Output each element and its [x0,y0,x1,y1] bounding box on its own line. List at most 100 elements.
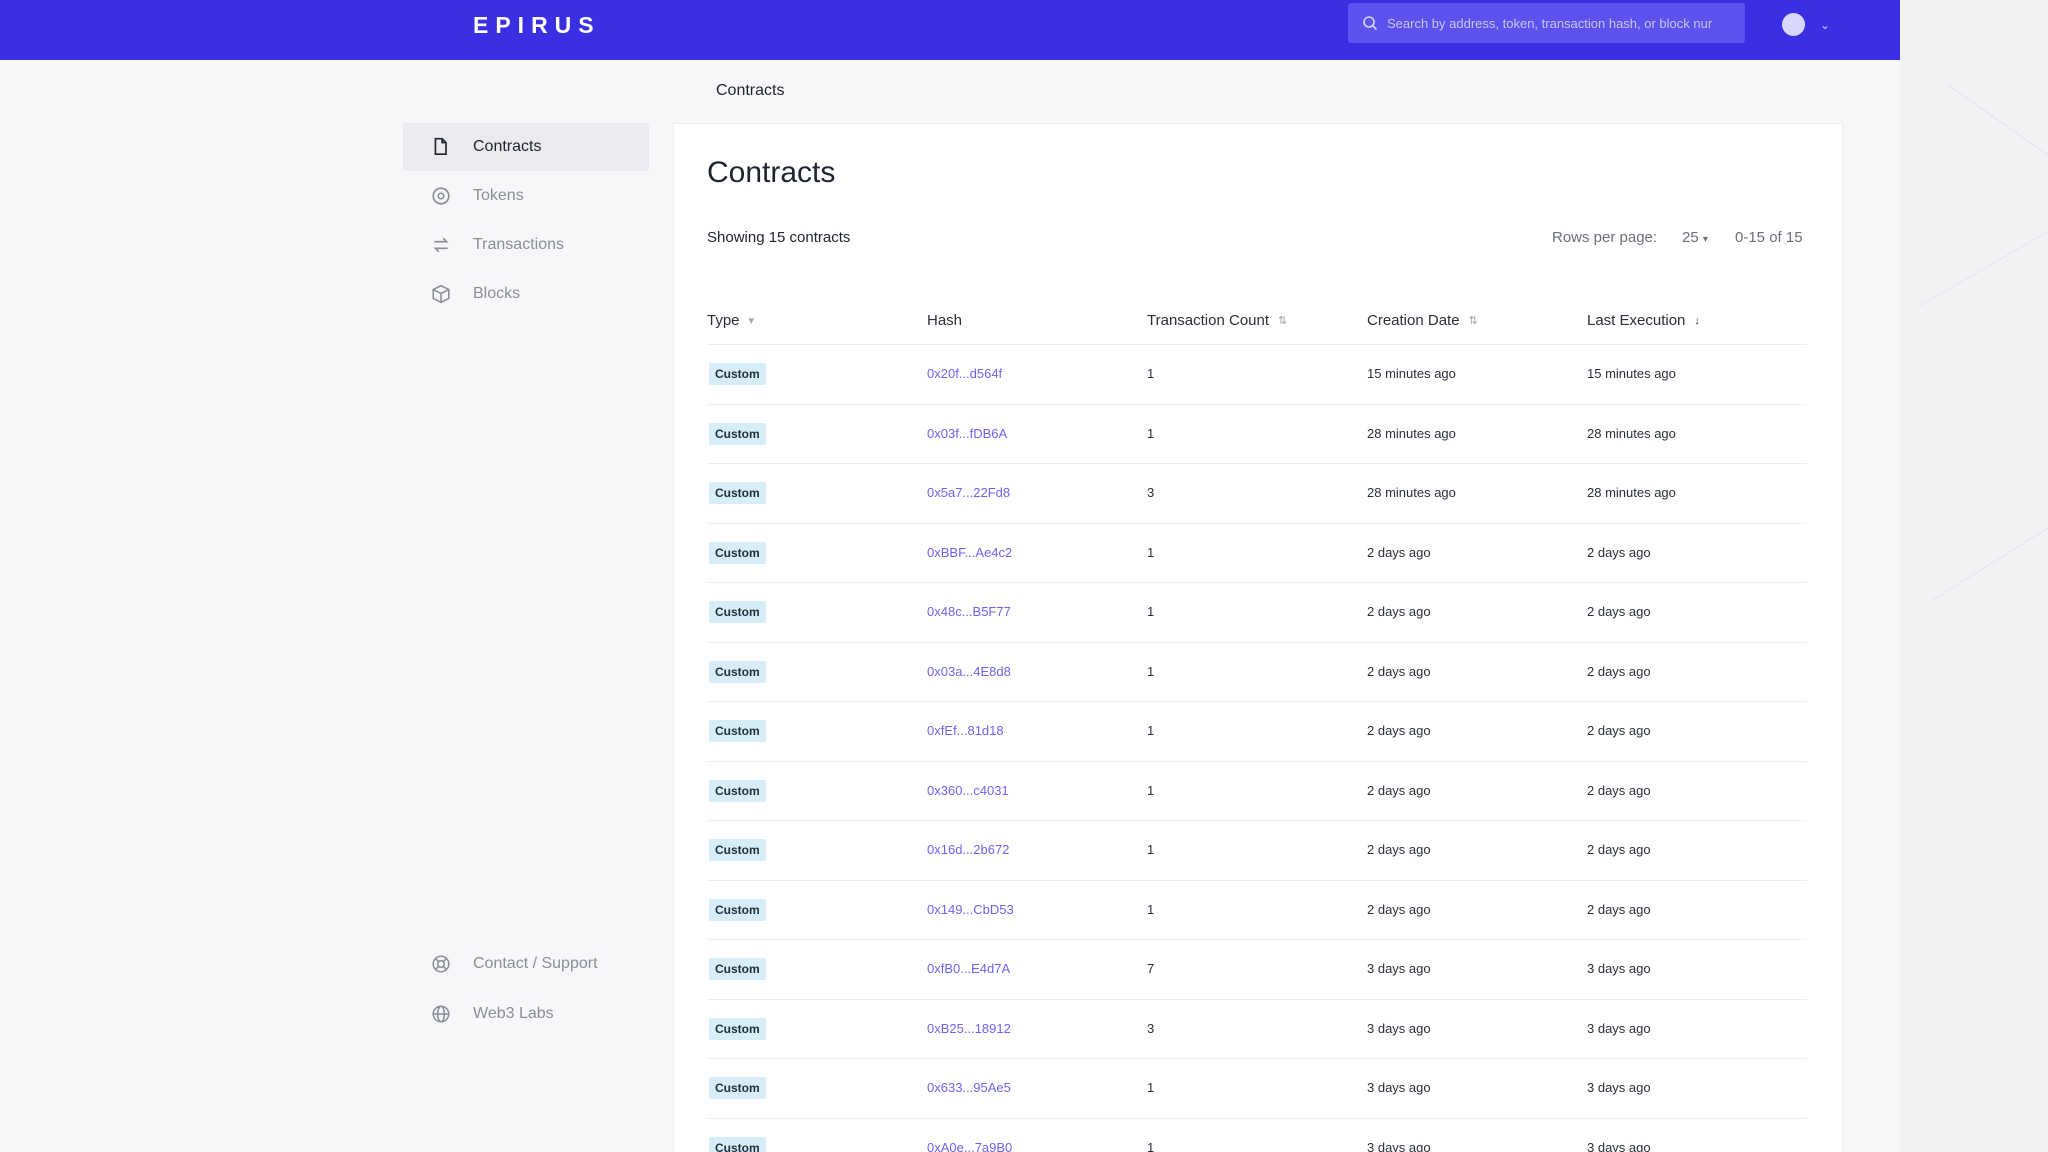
type-badge: Custom [709,1077,766,1099]
type-badge: Custom [709,601,766,623]
last-execution: 28 minutes ago [1587,485,1676,500]
transaction-count: 1 [1147,663,1155,679]
type-badge: Custom [709,720,766,742]
sidebar-item-label: Contracts [473,138,542,155]
creation-date: 2 days ago [1367,901,1431,917]
hash-link[interactable]: 0xfB0...E4d7A [927,961,1011,976]
avatar[interactable] [1782,13,1805,36]
table-row[interactable]: Custom 0x20f...d564f 1 15 minutes ago 15 min… [707,344,1807,403]
sidebar-item-label: Transactions [473,236,564,253]
hash-link[interactable]: 0x149...CbD53 [927,901,1014,917]
last-execution: 3 days ago [1587,1080,1651,1095]
support-icon [432,955,450,973]
table-row[interactable]: Custom 0xBBF...Ae4c2 1 2 days ago 2 days ago [707,522,1807,582]
sidebar-item-blocks[interactable]: Blocks [403,270,649,318]
hash-link[interactable]: 0x03a...4E8d8 [927,663,1011,679]
creation-date: 3 days ago [1367,1020,1431,1036]
outer-background [1900,0,2048,1152]
chevron-down-icon[interactable]: ⌄ [1820,18,1831,32]
type-badge: Custom [709,958,766,980]
creation-date: 2 days ago [1367,604,1431,619]
hash-link[interactable]: 0xB25...18912 [927,1020,1011,1036]
sidebar-item-label: Blocks [473,285,521,302]
table-row[interactable]: Custom 0xB25...18912 3 3 days ago 3 days ago [707,998,1807,1058]
table-row[interactable]: Custom 0x633...95Ae5 1 3 days ago 3 days ago [707,1058,1807,1117]
transaction-count: 7 [1147,961,1155,976]
hash-link[interactable]: 0xA0e...7a9B0 [927,1139,1013,1152]
sidebar-item-transactions[interactable]: Transactions [403,221,649,269]
table-row[interactable]: Custom 0x48c...B5F77 1 2 days ago 2 days ago [707,582,1807,641]
creation-date: 28 minutes ago [1367,425,1456,441]
token-icon [432,187,450,205]
decorative-line [1919,155,2048,306]
type-badge: Custom [709,660,766,683]
hash-link[interactable]: 0x360...c4031 [927,782,1009,798]
sidebar-item-label: Web3 Labs [473,1005,554,1022]
type-badge: Custom [709,779,766,802]
table-row[interactable]: Custom 0x03a...4E8d8 1 2 days ago 2 days ago [707,641,1807,701]
column-header-creation-date[interactable]: Creation Date ⇅ [1367,312,1478,329]
table-row[interactable]: Custom 0x149...CbD53 1 2 days ago 2 days ago [707,879,1807,939]
last-execution: 3 days ago [1587,1139,1651,1152]
last-execution: 2 days ago [1587,663,1651,679]
last-execution: 28 minutes ago [1587,425,1676,441]
pagination-range: 0-15 of 15 [1735,229,1803,246]
column-header-label: Hash [927,312,963,329]
transaction-count: 1 [1147,544,1155,560]
sort-icon: ⇅ [1468,315,1478,327]
column-header-type[interactable]: Type ▾ [707,312,754,329]
transaction-count: 1 [1147,604,1155,619]
table-row[interactable]: Custom 0xfB0...E4d7A 7 3 days ago 3 days ago [707,939,1807,998]
table-row[interactable]: Custom 0x03f...fDB6A 1 28 minutes ago 28 min… [707,403,1807,463]
creation-date: 2 days ago [1367,544,1431,560]
creation-date: 2 days ago [1367,782,1431,798]
sidebar-item-label: Tokens [473,187,524,204]
column-header-transaction-count[interactable]: Transaction Count ⇅ [1147,312,1287,329]
sidebar-item-label: Contact / Support [473,955,598,972]
results-count: Showing 15 contracts [707,229,851,246]
creation-date: 3 days ago [1367,1139,1431,1152]
creation-date: 28 minutes ago [1367,485,1456,500]
decorative-line [1946,84,2048,257]
hash-link[interactable]: 0x5a7...22Fd8 [927,485,1011,500]
table-row[interactable]: Custom 0x16d...2b672 1 2 days ago 2 days ago [707,820,1807,879]
table-row[interactable]: Custom 0x360...c4031 1 2 days ago 2 days ago [707,760,1807,820]
creation-date: 2 days ago [1367,723,1431,738]
app-logo[interactable]: EPIRUS [473,12,601,38]
transaction-count: 1 [1147,425,1155,441]
sidebar-item-tokens[interactable]: Tokens [403,172,649,220]
column-header-last-execution[interactable]: Last Execution ↓ [1587,312,1700,329]
rows-per-page-label: Rows per page: [1552,229,1658,246]
hash-link[interactable]: 0x20f...d564f [927,366,1003,381]
page-title: Contracts [707,156,836,189]
table-row[interactable]: Custom 0x5a7...22Fd8 3 28 minutes ago 28 min… [707,463,1807,522]
transaction-count: 1 [1147,366,1155,381]
hash-link[interactable]: 0xfEf...81d18 [927,723,1004,738]
hash-link[interactable]: 0xBBF...Ae4c2 [927,544,1013,560]
sidebar-item-contact-support[interactable]: Contact / Support [403,940,649,988]
sidebar-item-contracts[interactable]: Contracts [403,123,649,171]
sidebar-item-web3-labs[interactable]: Web3 Labs [403,990,649,1038]
table-row[interactable]: Custom 0xA0e...7a9B0 1 3 days ago 3 days ago [707,1117,1807,1152]
last-execution: 2 days ago [1587,901,1651,917]
last-execution: 2 days ago [1587,544,1651,560]
table-row[interactable]: Custom 0xfEf...81d18 1 2 days ago 2 days ago [707,701,1807,760]
search-input[interactable]: Search by address, token, transaction ha… [1348,3,1745,43]
rows-per-page-value: 25 [1682,229,1699,246]
column-header-label: Creation Date [1367,312,1460,329]
type-badge: Custom [709,363,766,385]
last-execution: 3 days ago [1587,961,1651,976]
hash-link[interactable]: 0x48c...B5F77 [927,604,1011,619]
column-header-label: Last Execution [1587,312,1686,329]
hash-link[interactable]: 0x16d...2b672 [927,842,1010,857]
breadcrumb: Contracts [716,82,785,99]
column-header-hash[interactable]: Hash [927,312,962,329]
hash-link[interactable]: 0x633...95Ae5 [927,1080,1011,1095]
hash-link[interactable]: 0x03f...fDB6A [927,425,1008,441]
transaction-count: 1 [1147,901,1155,917]
sort-descending-icon: ↓ [1694,314,1700,327]
sort-icon: ⇅ [1278,315,1288,327]
type-badge: Custom [709,541,766,564]
creation-date: 2 days ago [1367,842,1431,857]
rows-per-page-select[interactable]: 25 ▾ [1682,229,1708,246]
